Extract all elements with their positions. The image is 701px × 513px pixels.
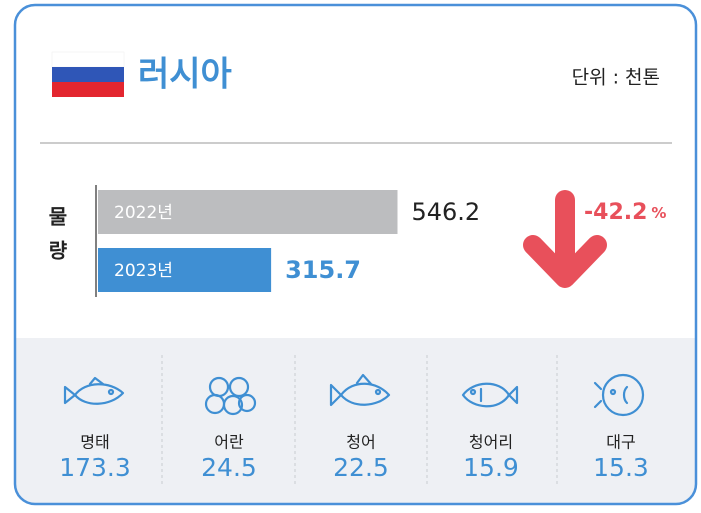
bar <box>98 248 272 292</box>
item-value: 22.5 <box>333 453 389 482</box>
separators <box>161 355 558 485</box>
axis-label: 물 <box>49 205 67 229</box>
bar-category: 2022년 <box>114 203 173 223</box>
item-value: 173.3 <box>59 453 131 482</box>
items-bg <box>15 338 696 504</box>
item-value: 15.3 <box>593 453 649 482</box>
item-name: 어란 <box>214 433 244 452</box>
item-name: 명태 <box>80 433 109 452</box>
value-label: 546.2 <box>411 198 480 226</box>
icons <box>63 373 645 417</box>
change-unit: % <box>651 204 666 222</box>
title: 러시아 <box>138 55 232 95</box>
item-value: 24.5 <box>201 453 257 482</box>
item-name: 대구 <box>606 433 635 452</box>
arrow <box>523 190 607 288</box>
flag <box>51 51 125 97</box>
unit: 단위 : 천톤 <box>572 67 660 89</box>
item-value: 15.9 <box>463 453 519 482</box>
item-name: 청어리 <box>469 433 513 452</box>
bar-category: 2023년 <box>114 261 173 281</box>
item-name: 청어 <box>346 433 375 452</box>
value-label: 315.7 <box>285 256 361 284</box>
bar <box>98 190 398 234</box>
change-value: -42.2 <box>584 200 647 225</box>
card-border <box>13 3 698 506</box>
change: -42.2% <box>584 200 666 225</box>
axis-label: 량 <box>49 239 68 263</box>
